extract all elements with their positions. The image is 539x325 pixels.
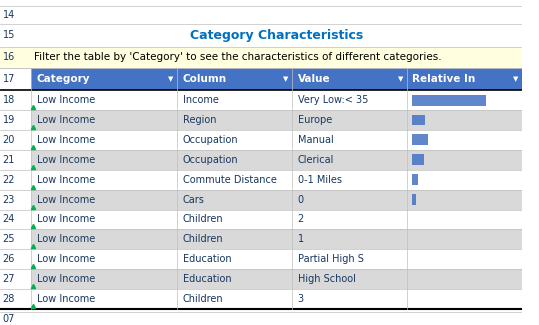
Bar xyxy=(0,312,522,325)
Bar xyxy=(31,170,522,189)
Text: Clerical: Clerical xyxy=(298,155,334,165)
Text: 21: 21 xyxy=(3,155,15,165)
Text: Low Income: Low Income xyxy=(37,294,95,304)
Text: Category: Category xyxy=(37,74,90,84)
Text: Partial High S: Partial High S xyxy=(298,254,363,264)
Text: Children: Children xyxy=(183,214,223,225)
Text: 26: 26 xyxy=(3,254,15,264)
Bar xyxy=(0,269,31,289)
Text: Region: Region xyxy=(183,115,216,125)
Bar xyxy=(31,130,522,150)
Text: 19: 19 xyxy=(3,115,15,125)
Text: 25: 25 xyxy=(3,234,15,244)
Text: Children: Children xyxy=(183,234,223,244)
Text: Education: Education xyxy=(183,274,231,284)
Text: 17: 17 xyxy=(3,74,15,84)
Text: 07: 07 xyxy=(3,315,15,324)
Text: High School: High School xyxy=(298,274,355,284)
Text: 2: 2 xyxy=(298,214,304,225)
Text: Low Income: Low Income xyxy=(37,234,95,244)
Text: Education: Education xyxy=(183,254,231,264)
Text: ▼: ▼ xyxy=(283,76,288,82)
Bar xyxy=(0,150,31,170)
Bar xyxy=(412,135,428,145)
Bar xyxy=(0,249,31,269)
Text: 24: 24 xyxy=(3,214,15,225)
Text: Low Income: Low Income xyxy=(37,254,95,264)
Bar xyxy=(31,110,522,130)
Text: Filter the table by 'Category' to see the characteristics of different categorie: Filter the table by 'Category' to see th… xyxy=(34,52,441,62)
Bar xyxy=(31,210,522,229)
Bar xyxy=(412,154,424,165)
Text: 27: 27 xyxy=(3,274,15,284)
Text: Manual: Manual xyxy=(298,135,333,145)
Bar xyxy=(0,189,31,210)
Bar xyxy=(31,150,522,170)
Text: Low Income: Low Income xyxy=(37,214,95,225)
Text: Low Income: Low Income xyxy=(37,135,95,145)
Text: Column: Column xyxy=(183,74,227,84)
Bar xyxy=(0,90,31,110)
Text: Cars: Cars xyxy=(183,195,205,204)
Text: 0: 0 xyxy=(298,195,303,204)
Text: Low Income: Low Income xyxy=(37,95,95,105)
Bar xyxy=(412,114,425,125)
Text: 18: 18 xyxy=(3,95,15,105)
Bar xyxy=(0,24,522,47)
Text: 22: 22 xyxy=(3,175,15,185)
Text: 20: 20 xyxy=(3,135,15,145)
Text: Relative In: Relative In xyxy=(412,74,475,84)
Text: 28: 28 xyxy=(3,294,15,304)
Bar xyxy=(0,47,522,68)
Text: Low Income: Low Income xyxy=(37,175,95,185)
Text: 1: 1 xyxy=(298,234,303,244)
Bar xyxy=(0,6,522,24)
Bar xyxy=(31,68,522,90)
Text: Income: Income xyxy=(183,95,218,105)
Bar xyxy=(412,95,486,106)
Text: 0-1 Miles: 0-1 Miles xyxy=(298,175,342,185)
Text: Low Income: Low Income xyxy=(37,155,95,165)
Bar xyxy=(0,110,31,130)
Text: 14: 14 xyxy=(3,10,15,20)
Text: Low Income: Low Income xyxy=(37,274,95,284)
Bar xyxy=(0,130,31,150)
Bar xyxy=(31,189,522,210)
Text: Low Income: Low Income xyxy=(37,115,95,125)
Text: ▼: ▼ xyxy=(398,76,403,82)
Text: 16: 16 xyxy=(3,52,15,62)
Text: Children: Children xyxy=(183,294,223,304)
Text: 23: 23 xyxy=(3,195,15,204)
Text: ▼: ▼ xyxy=(513,76,518,82)
Bar xyxy=(31,269,522,289)
Text: Value: Value xyxy=(298,74,330,84)
Bar xyxy=(0,229,31,249)
Text: Occupation: Occupation xyxy=(183,135,238,145)
Text: Commute Distance: Commute Distance xyxy=(183,175,277,185)
Bar xyxy=(0,210,31,229)
Bar xyxy=(0,170,31,189)
Text: ▼: ▼ xyxy=(168,76,174,82)
Bar xyxy=(31,249,522,269)
Text: Europe: Europe xyxy=(298,115,332,125)
Bar xyxy=(31,229,522,249)
Bar xyxy=(31,289,522,309)
Bar xyxy=(412,174,418,185)
Text: 15: 15 xyxy=(3,31,15,40)
Text: Category Characteristics: Category Characteristics xyxy=(190,29,363,42)
Text: 3: 3 xyxy=(298,294,303,304)
Text: Low Income: Low Income xyxy=(37,195,95,204)
Text: Very Low:< 35: Very Low:< 35 xyxy=(298,95,368,105)
Bar xyxy=(0,289,31,309)
Bar xyxy=(412,194,416,205)
Text: Occupation: Occupation xyxy=(183,155,238,165)
Bar xyxy=(31,90,522,110)
